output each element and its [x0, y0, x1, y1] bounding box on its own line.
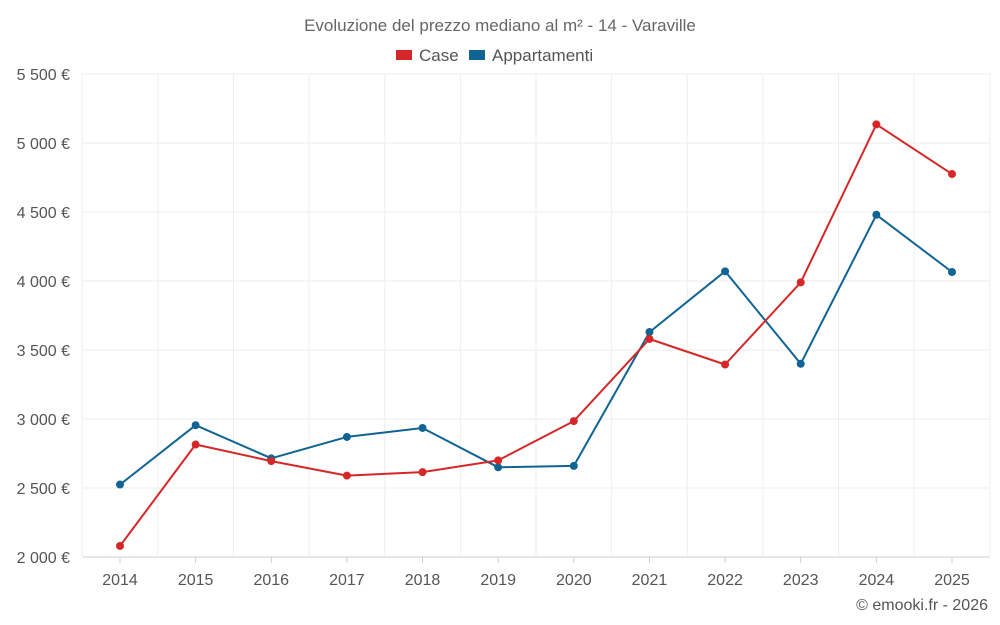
- data-point-appartamenti[interactable]: [796, 359, 805, 368]
- data-point-appartamenti[interactable]: [948, 268, 956, 277]
- data-point-case[interactable]: [721, 360, 730, 369]
- data-point-case[interactable]: [116, 541, 124, 550]
- data-point-case[interactable]: [569, 417, 578, 426]
- legend-swatch-case: [396, 50, 412, 60]
- data-point-case[interactable]: [342, 471, 351, 480]
- y-tick-label: 3 500 €: [17, 343, 70, 360]
- legend-item-appartamenti[interactable]: Appartamenti: [469, 46, 593, 65]
- y-tick-label: 2 000 €: [17, 550, 70, 567]
- y-tick-label: 3 000 €: [17, 412, 70, 429]
- x-tick-label: 2024: [859, 572, 895, 589]
- data-point-case[interactable]: [796, 278, 805, 287]
- legend-label-appartamenti: Appartamenti: [492, 46, 593, 65]
- x-tick-label: 2014: [102, 572, 138, 589]
- x-axis-ticks: 2014 2015 2016 2017 2018 2019 2020 2021 2022 2023…: [102, 557, 970, 589]
- grid: [81, 73, 991, 558]
- x-tick-label: 2018: [405, 572, 441, 589]
- data-point-case[interactable]: [267, 457, 276, 466]
- x-tick-label: 2017: [329, 572, 365, 589]
- x-tick-label: 2016: [253, 572, 289, 589]
- y-axis-ticks: 2 000 € 2 500 € 3 000 € 3 500 € 4 000 € 4 500…: [17, 67, 70, 567]
- series-line-case: [119, 123, 953, 547]
- series-line-appartamenti: [119, 213, 953, 486]
- credit-text: © emooki.fr - 2026: [856, 597, 988, 614]
- data-point-appartamenti[interactable]: [569, 461, 578, 470]
- data-point-appartamenti[interactable]: [494, 463, 503, 472]
- legend-swatch-appartamenti: [469, 50, 485, 60]
- x-tick-label: 2021: [632, 572, 668, 589]
- y-tick-label: 4 000 €: [17, 274, 70, 291]
- data-point-appartamenti[interactable]: [191, 421, 200, 430]
- data-point-appartamenti[interactable]: [116, 480, 124, 489]
- x-tick-label: 2025: [934, 572, 970, 589]
- data-point-appartamenti[interactable]: [872, 210, 881, 219]
- chart-title: Evoluzione del prezzo mediano al m² - 14…: [304, 16, 696, 35]
- y-tick-label: 5 500 €: [17, 67, 70, 84]
- y-tick-label: 4 500 €: [17, 205, 70, 222]
- series-case: [116, 120, 956, 550]
- y-tick-label: 5 000 €: [17, 136, 70, 153]
- legend-item-case[interactable]: Case: [396, 46, 459, 65]
- x-tick-label: 2020: [556, 572, 592, 589]
- x-tick-label: 2015: [178, 572, 214, 589]
- data-point-case[interactable]: [494, 456, 503, 465]
- data-point-appartamenti[interactable]: [645, 328, 654, 337]
- data-point-case[interactable]: [645, 334, 654, 343]
- x-tick-label: 2022: [707, 572, 743, 589]
- data-point-case[interactable]: [191, 440, 200, 449]
- data-point-case[interactable]: [418, 468, 427, 477]
- data-point-case[interactable]: [872, 120, 881, 129]
- data-point-appartamenti[interactable]: [342, 432, 351, 441]
- x-tick-label: 2023: [783, 572, 819, 589]
- data-point-case[interactable]: [948, 170, 956, 179]
- legend: Case Appartamenti: [396, 46, 593, 65]
- x-tick-label: 2019: [480, 572, 516, 589]
- series: [116, 120, 956, 550]
- y-tick-label: 2 500 €: [17, 481, 70, 498]
- data-point-appartamenti[interactable]: [418, 423, 427, 432]
- legend-label-case: Case: [419, 46, 459, 65]
- data-point-appartamenti[interactable]: [721, 267, 730, 276]
